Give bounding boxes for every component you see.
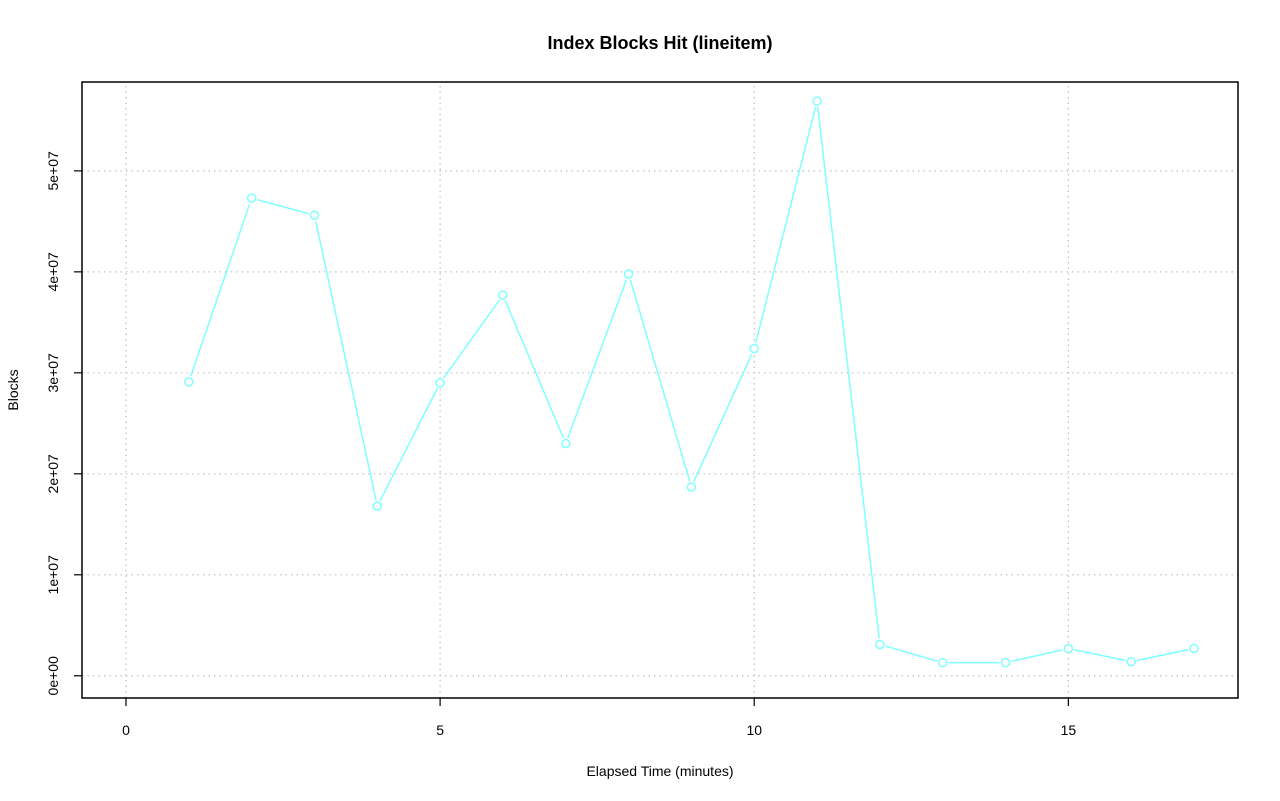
data-point <box>1126 656 1136 667</box>
x-tick-label: 15 <box>1061 722 1077 738</box>
series-line-segment <box>885 645 938 662</box>
series-line-segment <box>1136 649 1189 662</box>
series-line-segment <box>190 203 251 377</box>
data-point <box>875 639 885 650</box>
series-line-segment <box>629 279 691 482</box>
data-point <box>1000 657 1011 668</box>
series-line-segment <box>257 198 309 215</box>
data-point <box>561 438 571 449</box>
series-line-segment <box>1011 649 1063 663</box>
data-point <box>812 96 822 106</box>
data-point <box>372 501 383 511</box>
data-point <box>309 210 320 221</box>
data-point <box>937 657 948 668</box>
series-line-segment <box>754 106 817 343</box>
y-axis: 0e+00 1e+07 2e+07 3e+07 4e+07 5e+07 <box>45 151 82 695</box>
x-axis: 0 5 10 15 <box>122 698 1076 738</box>
x-tick-label: 5 <box>436 722 444 738</box>
chart-title: Index Blocks Hit (lineitem) <box>547 33 772 53</box>
y-tick-label: 5e+07 <box>45 151 61 191</box>
y-axis-label: Blocks <box>5 369 21 410</box>
series-line-segment <box>1074 649 1126 662</box>
data-point <box>686 482 697 492</box>
data-point <box>498 290 508 300</box>
x-axis-label: Elapsed Time (minutes) <box>586 763 733 779</box>
x-tick-label: 10 <box>746 722 762 738</box>
series-line-segment <box>314 221 377 501</box>
series-line-segment <box>379 387 439 502</box>
y-tick-label: 0e+00 <box>45 656 61 696</box>
data-point <box>184 377 194 387</box>
x-tick-label: 0 <box>122 722 130 738</box>
data-point <box>749 343 759 354</box>
plot-frame <box>81 81 1239 699</box>
data-point <box>623 269 634 279</box>
data-point <box>246 193 257 203</box>
series-line-segment <box>567 279 628 439</box>
y-tick-label: 4e+07 <box>45 252 61 292</box>
series-line-segment <box>693 353 753 482</box>
series-line-segment <box>442 299 501 379</box>
series-line-segment <box>504 300 565 439</box>
series-line-segment <box>817 107 880 639</box>
y-tick-label: 3e+07 <box>45 353 61 393</box>
grid <box>82 82 1238 698</box>
data-point <box>435 378 445 388</box>
series-layer <box>184 96 1199 668</box>
y-tick-label: 2e+07 <box>45 454 61 494</box>
data-point <box>1189 643 1199 654</box>
y-tick-label: 1e+07 <box>45 555 61 595</box>
data-point <box>1063 643 1074 654</box>
